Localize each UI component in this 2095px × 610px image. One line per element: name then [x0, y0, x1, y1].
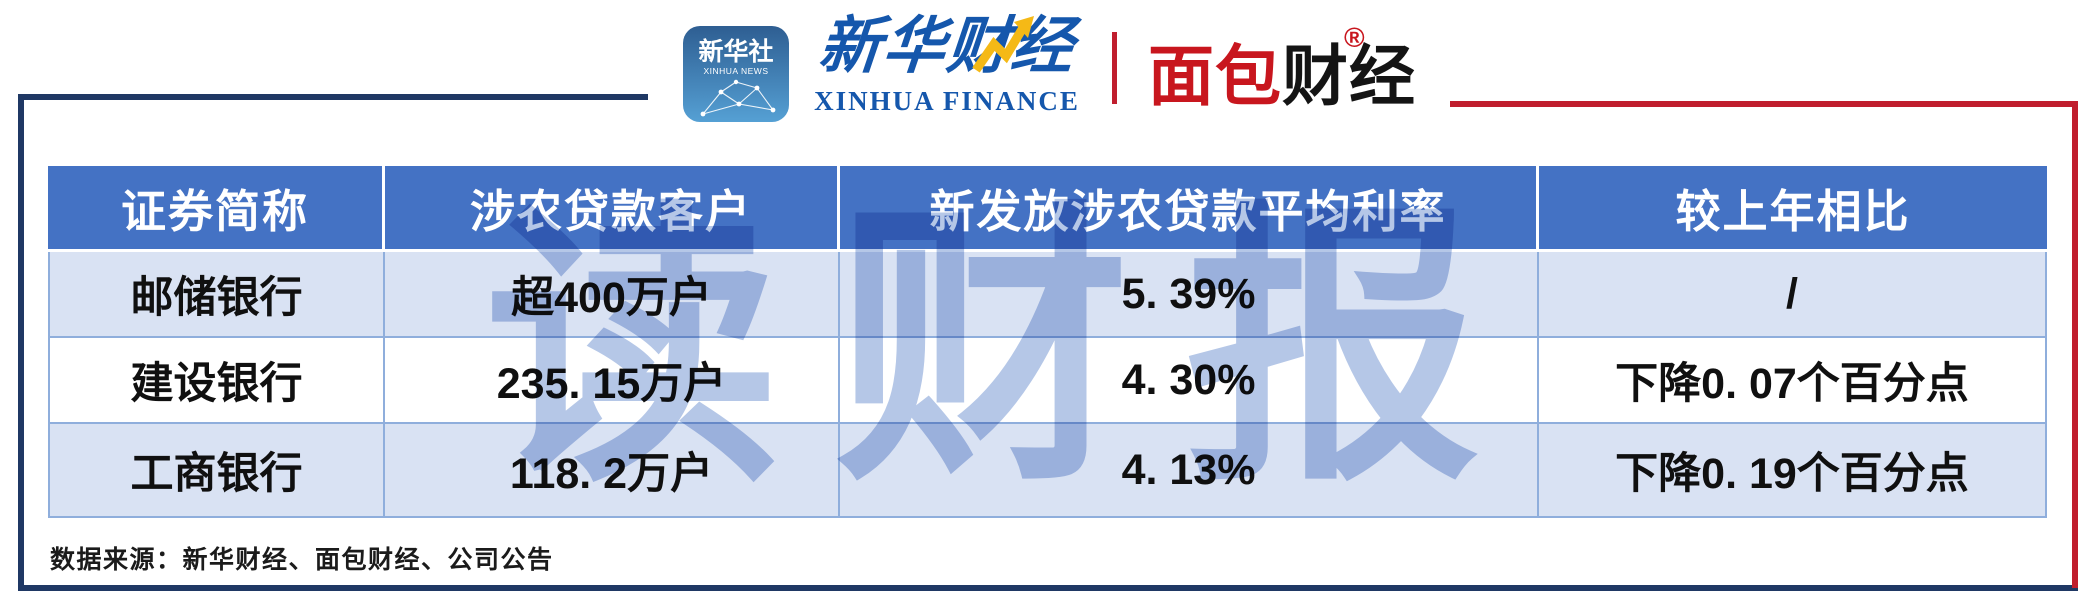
registered-trademark-icon: ®: [1344, 22, 1366, 53]
table-cell: 4. 30%: [840, 338, 1539, 424]
data-source-note: 数据来源：新华财经、面包财经、公司公告: [50, 546, 554, 574]
column-header: 新发放涉农贷款平均利率: [840, 166, 1539, 252]
xinhua-news-icon-en: XINHUA NEWS: [703, 66, 768, 76]
top-right-red-rule: [1450, 101, 2078, 107]
table-cell: 5. 39%: [840, 252, 1539, 338]
table-cell: /: [1539, 252, 2047, 338]
table-cell: 118. 2万户: [385, 424, 840, 518]
top-left-navy-rule: [18, 94, 648, 100]
column-header: 涉农贷款客户: [385, 166, 840, 252]
table-cell: 下降0. 19个百分点: [1539, 424, 2047, 518]
table-cell: 工商银行: [48, 424, 385, 518]
frame-bottom-border: [18, 585, 2078, 591]
table-cell: 邮储银行: [48, 252, 385, 338]
mianbao-logo-red-part: 面包: [1148, 39, 1282, 113]
xinhua-news-logo-icon: 新华社 XINHUA NEWS: [683, 26, 789, 127]
frame-right-border: [2072, 101, 2078, 588]
xinhua-finance-cn: 新华财经: [816, 12, 1079, 81]
xinhua-news-icon: 新华社 XINHUA NEWS: [683, 26, 789, 122]
column-header: 证券简称: [48, 166, 385, 252]
column-header: 较上年相比: [1539, 166, 2047, 252]
table-cell: 235. 15万户: [385, 338, 840, 424]
table-cell: 超400万户: [385, 252, 840, 338]
xinhua-finance-logo: 新华财经 XINHUA FINANCE: [812, 12, 1082, 117]
xinhua-news-icon-cn: 新华社: [698, 37, 773, 66]
constellation-graphic: [702, 81, 774, 115]
table-cell: 4. 13%: [840, 424, 1539, 518]
xinhua-finance-en: XINHUA FINANCE: [814, 86, 1080, 116]
mianbao-finance-logo: 面包财经 ®: [1148, 24, 1416, 116]
data-table: 证券简称 涉农贷款客户 新发放涉农贷款平均利率 较上年相比邮储银行 超400万户 5. 3…: [48, 166, 2047, 518]
table-cell: 下降0. 07个百分点: [1539, 338, 2047, 424]
logo-divider-line: [1112, 32, 1117, 104]
constellation-dots: [700, 79, 776, 117]
table-cell: 建设银行: [48, 338, 385, 424]
mianbao-logo-black-part: 财经: [1282, 39, 1416, 113]
frame-left-border: [18, 94, 24, 586]
